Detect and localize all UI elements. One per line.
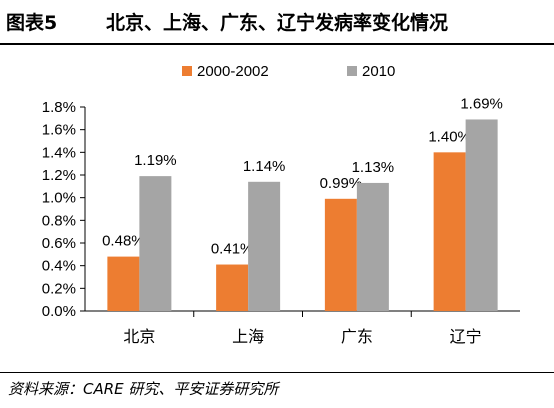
y-tick-label: 1.8% xyxy=(42,99,76,116)
legend-label: 2010 xyxy=(362,63,395,80)
category-label: 北京 xyxy=(123,327,155,346)
source-note: 资料来源：CARE 研究、平安证券研究所 xyxy=(8,380,279,398)
bar-series1 xyxy=(216,264,249,311)
category-label: 上海 xyxy=(232,327,264,346)
legend-swatch xyxy=(347,66,357,76)
bar-series2 xyxy=(248,181,281,311)
data-label: 0.48% xyxy=(102,233,145,250)
category-label: 辽宁 xyxy=(450,327,482,346)
data-label: 0.99% xyxy=(320,175,363,192)
y-tick-label: 0.0% xyxy=(42,303,76,320)
data-label: 1.13% xyxy=(352,159,395,176)
footer-rule xyxy=(0,372,554,373)
bar-series2 xyxy=(356,182,389,311)
figure-number: 图表5 xyxy=(6,12,58,34)
figure-title: 北京、上海、广东、辽宁发病率变化情况 xyxy=(106,12,449,34)
bar-series1 xyxy=(433,152,466,311)
y-tick-label: 0.8% xyxy=(42,212,76,229)
bar-series1 xyxy=(324,198,357,311)
bar-series2 xyxy=(465,119,498,311)
figure-header: 图表5 北京、上海、广东、辽宁发病率变化情况 xyxy=(0,0,554,44)
y-tick-label: 1.4% xyxy=(42,144,76,161)
header-rule xyxy=(0,43,554,45)
bar-series2 xyxy=(139,176,172,311)
data-label: 1.40% xyxy=(428,128,471,145)
bar-series1 xyxy=(107,256,140,311)
legend-label: 2000-2002 xyxy=(197,63,269,80)
category-label: 广东 xyxy=(341,327,373,346)
data-label: 1.69% xyxy=(460,95,503,112)
y-tick-label: 1.6% xyxy=(42,122,76,139)
y-tick-label: 1.0% xyxy=(42,190,76,207)
data-label: 0.41% xyxy=(211,241,254,258)
bar-chart: 0.0% 0.2% 0.4% 0.6% 0.8% 1.0% 1.2% 1.4% 1.6% 1.8%… xyxy=(42,63,520,346)
y-tick-label: 0.4% xyxy=(42,258,76,275)
legend-swatch xyxy=(182,66,192,76)
y-tick-label: 1.2% xyxy=(42,167,76,184)
y-tick-label: 0.6% xyxy=(42,235,76,252)
data-label: 1.14% xyxy=(243,158,286,175)
data-label: 1.19% xyxy=(134,152,177,169)
y-tick-label: 0.2% xyxy=(42,280,76,297)
